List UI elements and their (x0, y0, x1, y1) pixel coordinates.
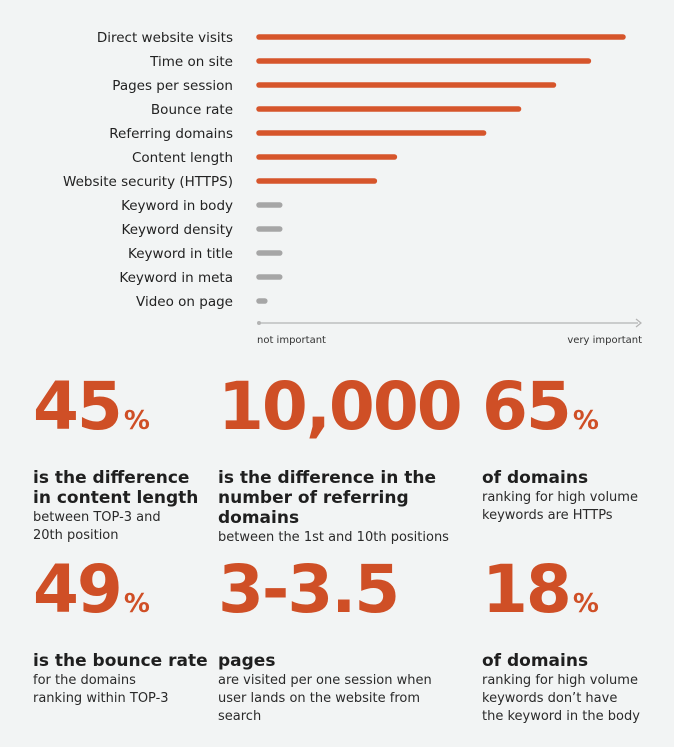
category-label: Time on site (149, 54, 233, 70)
category-label: Content length (132, 150, 233, 166)
stat-detail: ranking for high volume keywords are HTT… (482, 490, 638, 523)
category-label: Pages per session (112, 78, 233, 94)
category-label: Website security (HTTPS) (63, 174, 233, 190)
x-axis-start-dot (257, 321, 261, 325)
stat-detail: between TOP-3 and 20th position (33, 510, 161, 543)
stat-pages-per-session: 3-3.5 pages are visited per one session … (218, 557, 433, 726)
stat-detail: are visited per one session when user la… (218, 673, 432, 724)
category-label: Referring domains (109, 126, 233, 142)
stat-referring-domains: 10,000 is the difference in the number o… (218, 368, 463, 547)
x-axis-min-label: not important (257, 335, 326, 346)
category-label: Bounce rate (151, 102, 233, 118)
stat-unit: % (123, 589, 150, 619)
category-label: Video on page (136, 294, 233, 310)
stat-unit: % (123, 406, 150, 436)
stat-detail: between the 1st and 10th positions (218, 530, 449, 545)
stat-detail: ranking for high volume keywords don’t h… (482, 673, 640, 724)
stat-headline: of domains (482, 651, 589, 671)
stat-number: 65% (482, 368, 599, 445)
x-axis-max-label: very important (567, 335, 642, 346)
stat-keyword-in-body: 18% of domains ranking for high volume k… (482, 557, 642, 726)
stat-unit: % (572, 589, 599, 619)
stat-bounce-rate: 49% is the bounce rate for the domains r… (33, 557, 208, 708)
stat-headline: is the difference in the number of refer… (218, 468, 436, 528)
ranking-factors-chart: Direct website visits Time on site Pages p… (63, 30, 642, 346)
stat-unit: % (572, 406, 599, 436)
category-label: Keyword in body (121, 198, 233, 214)
stat-detail: for the domains ranking within TOP-3 (33, 673, 169, 706)
bars (256, 34, 626, 304)
x-axis: not important very important (257, 318, 642, 346)
category-label: Keyword in title (128, 246, 233, 262)
category-label: Keyword density (122, 222, 233, 238)
x-axis-arrow-icon (635, 318, 642, 328)
stat-number: 49% (33, 551, 150, 628)
stat-number: 10,000 (218, 368, 463, 445)
stat-headline: is the bounce rate (33, 651, 208, 671)
stat-headline: pages (218, 651, 276, 671)
category-label: Direct website visits (97, 30, 233, 46)
stat-number: 18% (482, 551, 599, 628)
stat-headline: of domains (482, 468, 589, 488)
stat-number: 3-3.5 (218, 551, 400, 628)
category-label: Keyword in meta (119, 270, 233, 286)
stat-content-length: 45% is the difference in content length … (33, 374, 208, 545)
category-labels: Direct website visits Time on site Pages p… (63, 30, 233, 310)
stat-https: 65% of domains ranking for high volume k… (482, 374, 642, 525)
stat-number: 45% (33, 368, 150, 445)
stat-headline: is the difference in content length (33, 468, 199, 508)
